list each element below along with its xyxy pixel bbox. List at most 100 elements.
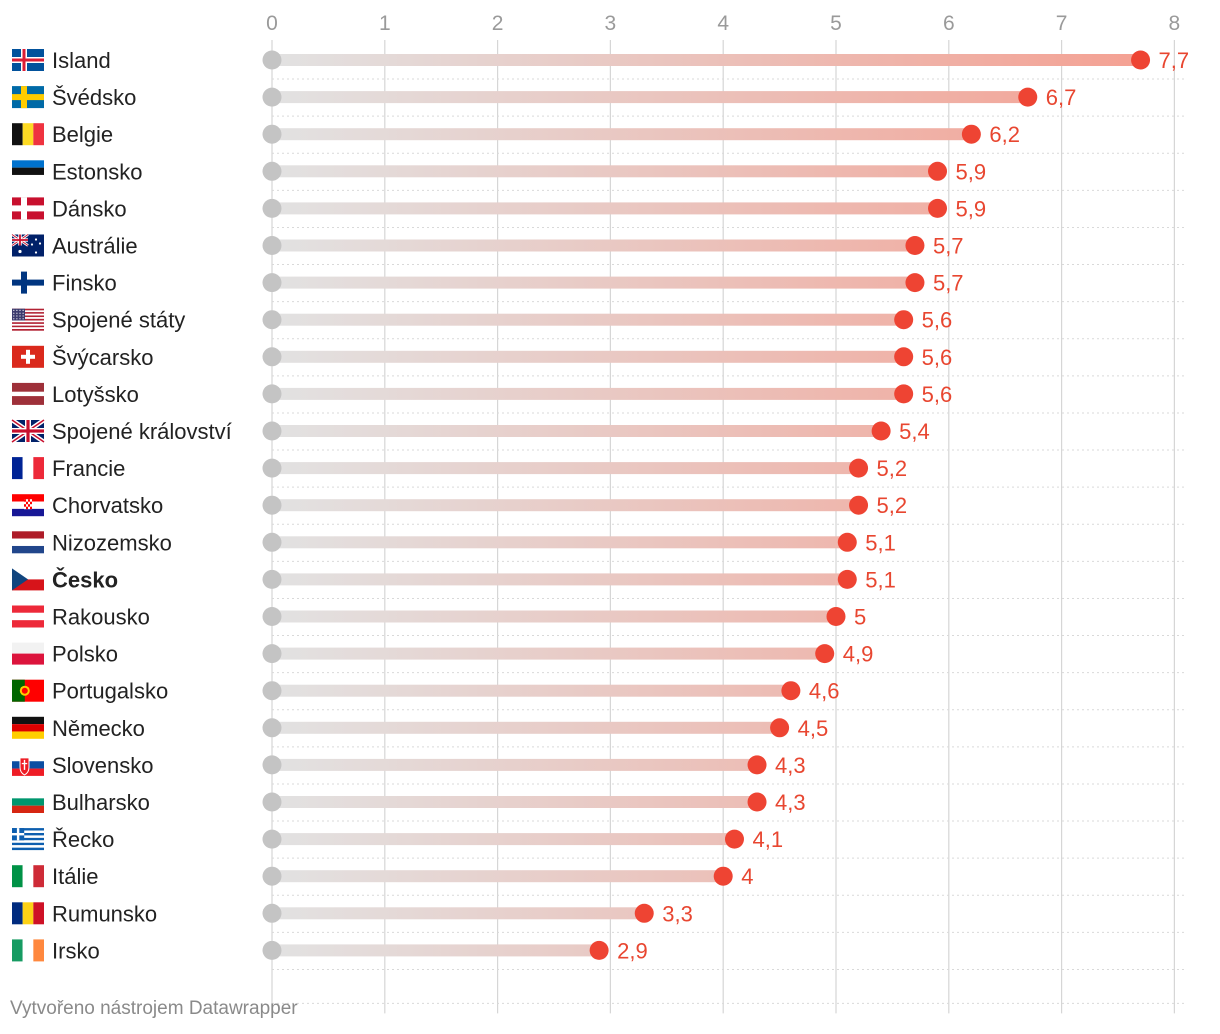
range-bar xyxy=(272,536,848,549)
ireland-flag xyxy=(12,939,44,962)
value-dot xyxy=(781,681,801,701)
range-bar xyxy=(272,54,1141,66)
data-row: Německo 4,5 xyxy=(12,716,828,741)
start-dot xyxy=(262,124,282,144)
country-label: Bulharsko xyxy=(52,790,150,815)
range-bar xyxy=(272,462,859,475)
data-row: Švédsko 6,7 xyxy=(12,85,1076,110)
start-dot xyxy=(262,532,282,552)
range-bar xyxy=(272,239,915,252)
poland-flag xyxy=(12,642,44,665)
start-dot xyxy=(262,310,282,330)
data-row: Chorvatsko 5,2 xyxy=(12,493,907,518)
country-label: Švédsko xyxy=(52,85,136,110)
x-axis-ticks: 0 1 2 3 4 5 6 7 8 xyxy=(266,12,1180,35)
value-dot xyxy=(1018,87,1038,107)
country-label: Německo xyxy=(52,716,145,741)
country-label: Irsko xyxy=(52,938,100,963)
value-label: 5,2 xyxy=(877,456,908,481)
country-label: Lotyšsko xyxy=(52,382,139,407)
value-label: 6,7 xyxy=(1046,85,1077,110)
start-dot xyxy=(262,903,282,923)
value-label: 4 xyxy=(741,864,753,889)
range-bar xyxy=(272,907,645,920)
start-dot xyxy=(262,347,282,367)
data-row: Lotyšsko 5,6 xyxy=(12,382,952,407)
start-dot xyxy=(262,236,282,255)
value-dot xyxy=(837,569,857,589)
data-row: Bulharsko 4,3 xyxy=(12,790,806,815)
value-label: 4,3 xyxy=(775,790,806,815)
data-row: Belgie 6,2 xyxy=(12,122,1020,147)
start-dot xyxy=(262,273,282,293)
data-row: Nizozemsko 5,1 xyxy=(12,530,896,555)
value-dot xyxy=(815,644,835,664)
data-row: Irsko 2,9 xyxy=(12,938,648,963)
data-row: Dánsko 5,9 xyxy=(12,196,986,221)
country-label: Rakousko xyxy=(52,605,150,630)
value-label: 5,4 xyxy=(899,419,930,444)
value-dot xyxy=(837,532,857,552)
start-dot xyxy=(262,718,282,738)
start-dot xyxy=(262,940,282,960)
value-label: 5,1 xyxy=(865,567,896,592)
value-dot xyxy=(770,718,790,738)
value-dot xyxy=(849,495,869,515)
value-dot xyxy=(905,273,925,293)
data-row: Švýcarsko 5,6 xyxy=(12,345,952,370)
start-dot xyxy=(262,421,282,441)
x-tick-label: 6 xyxy=(943,12,955,35)
start-dot xyxy=(262,198,282,218)
range-bar xyxy=(272,944,600,957)
value-dot xyxy=(928,161,948,181)
range-bar xyxy=(272,387,904,400)
value-label: 5,9 xyxy=(956,196,987,221)
usa-flag xyxy=(12,308,44,331)
country-label: Nizozemsko xyxy=(52,530,172,555)
belgium-flag xyxy=(12,123,44,146)
value-label: 4,3 xyxy=(775,753,806,778)
iceland-flag xyxy=(12,49,44,71)
country-label: Francie xyxy=(52,456,125,481)
range-bar xyxy=(272,350,904,363)
switzerland-flag xyxy=(12,345,44,368)
value-label: 2,9 xyxy=(617,938,648,963)
x-tick-label: 1 xyxy=(379,12,391,35)
country-label: Polsko xyxy=(52,642,118,667)
value-dot xyxy=(905,236,925,255)
value-label: 4,6 xyxy=(809,679,840,704)
bulgaria-flag xyxy=(12,791,44,813)
range-bar xyxy=(272,647,825,660)
country-label: Finsko xyxy=(52,271,117,296)
value-label: 5,6 xyxy=(922,382,953,407)
country-label: Dánsko xyxy=(52,196,127,221)
start-dot xyxy=(262,50,282,70)
range-bar xyxy=(272,499,859,512)
grid-layer xyxy=(271,40,1186,1014)
start-dot xyxy=(262,161,282,181)
data-row: Estonsko 5,9 xyxy=(12,159,986,184)
value-label: 4,9 xyxy=(843,642,874,667)
country-label: Švýcarsko xyxy=(52,345,153,370)
uk-flag xyxy=(10,418,46,444)
value-label: 5,1 xyxy=(865,530,896,555)
slovakia-flag xyxy=(12,753,44,776)
italy-flag xyxy=(12,865,44,888)
value-dot xyxy=(894,310,914,330)
value-label: 5,7 xyxy=(933,271,964,296)
value-dot xyxy=(928,198,948,218)
country-label: Austrálie xyxy=(52,234,138,259)
datawrapper-credit: Vytvořeno nástrojem Datawrapper xyxy=(10,998,298,1019)
value-dot xyxy=(961,124,981,144)
value-dot xyxy=(747,792,767,812)
data-row: Rakousko 5 xyxy=(12,605,866,630)
data-row: Austrálie 5,7 xyxy=(11,233,964,259)
country-label: Chorvatsko xyxy=(52,493,163,518)
country-label: Portugalsko xyxy=(52,679,168,704)
czechia-flag xyxy=(12,568,44,591)
country-label: Rumunsko xyxy=(52,901,157,926)
range-bar xyxy=(272,833,735,846)
x-tick-label: 4 xyxy=(717,12,729,35)
range-bar xyxy=(272,313,904,326)
value-label: 5,7 xyxy=(933,234,964,259)
